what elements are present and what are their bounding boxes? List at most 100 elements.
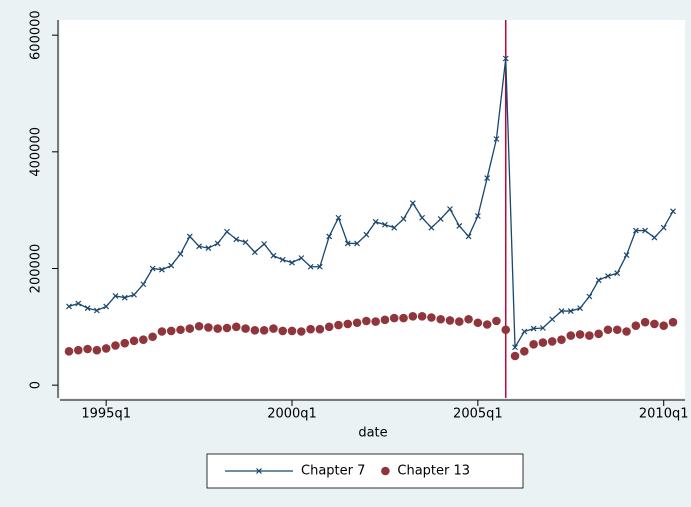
x-tick-label: 2010q1 [639,407,689,422]
point-marker [324,322,334,332]
point-marker [92,345,102,355]
point-marker [287,326,297,336]
point-marker [456,222,463,229]
point-marker [149,265,156,272]
point-marker [139,335,148,344]
point-marker [482,320,492,329]
x-tick-label: 1995q1 [81,407,131,422]
point-marker [101,344,111,353]
point-marker [168,262,175,269]
point-marker [650,319,659,329]
point-marker [605,273,611,280]
point-marker [651,234,658,241]
point-marker [316,263,323,270]
point-marker [585,331,594,340]
point-marker [529,340,538,349]
point-marker [659,321,669,330]
point-marker [371,317,380,326]
point-marker [158,266,165,273]
point-marker [120,338,130,348]
point-marker [437,215,444,222]
point-marker [222,323,232,333]
y-tick-label: 600000 [29,10,44,60]
point-marker [344,240,351,247]
point-marker [465,233,472,240]
point-marker [372,218,379,225]
point-marker [557,335,566,344]
point-marker [594,329,603,339]
point-marker [670,208,676,215]
point-marker [279,256,286,263]
point-marker [196,243,203,250]
y-tick-label: 200000 [29,244,44,294]
point-marker [484,175,491,182]
point-marker [631,321,641,330]
point-marker [539,325,546,331]
point-marker [64,347,74,356]
point-marker [614,270,621,277]
point-marker [354,240,360,247]
point-marker [622,327,631,336]
point-marker [241,324,250,333]
point-marker [242,239,249,246]
x-axis-title: date [358,426,387,441]
point-marker [660,224,667,231]
point-marker [445,316,455,325]
point-marker [391,224,398,231]
point-marker [586,293,593,300]
point-marker [194,321,204,331]
point-marker [501,325,511,335]
point-marker [233,236,240,243]
point-marker [520,347,529,356]
point-marker [380,315,390,325]
point-marker [111,341,120,350]
legend-marker [256,468,262,474]
point-marker [567,308,574,315]
point-marker [93,307,100,314]
point-marker [363,231,370,238]
point-marker [612,325,622,335]
point-marker [129,336,139,346]
point-marker [530,325,537,332]
point-marker [454,317,464,326]
point-marker [417,312,427,321]
point-marker [362,316,371,326]
point-marker [250,326,260,335]
point-marker [298,255,305,261]
point-marker [112,292,119,299]
point-marker [270,252,277,259]
point-marker [428,224,435,231]
point-marker [84,305,91,312]
point-marker [73,345,83,355]
point-marker [289,259,295,266]
point-marker [75,300,82,307]
point-marker [640,317,650,327]
point-marker [166,326,176,336]
point-marker [186,233,193,240]
point-marker [343,319,353,329]
point-marker [409,200,416,207]
point-marker [334,320,343,330]
point-marker [259,326,269,335]
point-marker [521,328,528,335]
point-marker [157,327,167,336]
point-marker [512,344,518,351]
point-marker [566,331,576,340]
point-marker [205,245,212,252]
point-marker [382,221,388,228]
point-marker [177,250,184,257]
point-marker [66,303,72,310]
point-marker [307,263,314,270]
point-marker [103,303,110,310]
legend-label: Chapter 13 [397,464,470,479]
point-marker [510,351,520,361]
point-marker [558,308,565,315]
point-marker [131,291,137,298]
point-marker [464,314,473,324]
point-marker [408,312,418,321]
point-marker [400,215,407,222]
point-marker [306,324,315,334]
point-marker [623,252,630,259]
point-marker [214,240,221,247]
point-marker [335,214,342,221]
